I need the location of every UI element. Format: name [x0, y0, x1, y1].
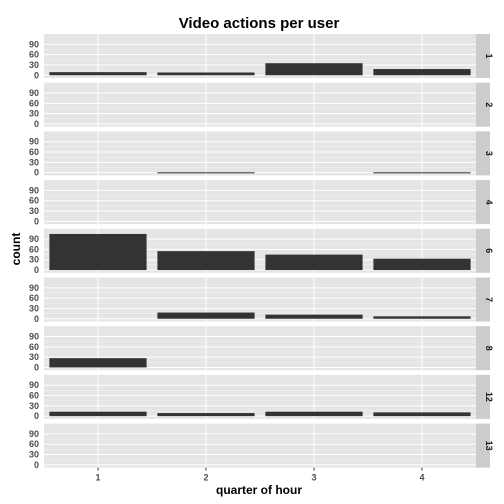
- bar: [373, 316, 471, 319]
- y-tick-label: 30: [29, 206, 39, 216]
- y-tick-label: 60: [29, 196, 39, 206]
- y-tick-label: 90: [29, 88, 39, 98]
- bar: [49, 411, 147, 417]
- y-tick-label: 0: [34, 70, 39, 80]
- bar: [49, 233, 147, 271]
- y-tick-label: 90: [29, 137, 39, 147]
- bar: [373, 69, 471, 76]
- y-tick-label: 90: [29, 429, 39, 439]
- facet-strip: [476, 326, 490, 371]
- facet-panels: 0306090103060902030609030306090403060906…: [29, 34, 494, 470]
- facet-strip: [476, 277, 490, 322]
- bar: [49, 358, 147, 368]
- y-tick-label: 0: [34, 314, 39, 324]
- x-tick-label: 1: [95, 473, 100, 483]
- x-axis-ticks: 1 2 3 4: [95, 467, 425, 483]
- facet-strip: [476, 180, 490, 225]
- y-tick-label: 30: [29, 352, 39, 362]
- y-tick-label: 60: [29, 244, 39, 254]
- facet-strip-label: 1: [484, 53, 494, 58]
- y-tick-label: 30: [29, 60, 39, 70]
- y-axis-title: count: [9, 233, 23, 266]
- facet-strip-label: 3: [484, 151, 494, 156]
- y-tick-label: 90: [29, 185, 39, 195]
- facet-strip: [476, 374, 490, 419]
- bar: [157, 251, 255, 271]
- x-tick-label: 3: [311, 473, 316, 483]
- facet-strip-label: 4: [484, 200, 494, 205]
- facet-strip-label: 6: [484, 248, 494, 253]
- panel-background: [44, 374, 476, 419]
- bar: [265, 254, 363, 271]
- facet-strip: [476, 131, 490, 176]
- facet-strip: [476, 423, 490, 468]
- facet-strip-label: 12: [484, 392, 494, 402]
- y-tick-label: 90: [29, 39, 39, 49]
- panel-background: [44, 423, 476, 468]
- bar: [49, 72, 147, 76]
- x-tick-label: 4: [419, 473, 424, 483]
- bar: [157, 413, 255, 417]
- y-tick-label: 60: [29, 50, 39, 60]
- bar: [157, 172, 255, 174]
- bar: [373, 172, 471, 174]
- facet-strip-label: 2: [484, 102, 494, 107]
- facet-strip-label: 13: [484, 441, 494, 451]
- y-tick-label: 90: [29, 380, 39, 390]
- y-tick-label: 60: [29, 293, 39, 303]
- bar: [157, 312, 255, 319]
- y-tick-label: 0: [34, 216, 39, 226]
- y-tick-label: 60: [29, 342, 39, 352]
- bar: [373, 258, 471, 271]
- y-tick-label: 30: [29, 303, 39, 313]
- panel-background: [44, 277, 476, 322]
- y-tick-label: 30: [29, 255, 39, 265]
- y-tick-label: 30: [29, 450, 39, 460]
- y-tick-label: 0: [34, 362, 39, 372]
- y-tick-label: 60: [29, 439, 39, 449]
- facet-strip-label: 7: [484, 297, 494, 302]
- bar: [265, 63, 363, 76]
- bar: [265, 314, 363, 319]
- y-tick-label: 0: [34, 460, 39, 470]
- y-tick-label: 0: [34, 411, 39, 421]
- bar: [265, 411, 363, 417]
- y-tick-label: 30: [29, 401, 39, 411]
- x-tick-label: 2: [203, 473, 208, 483]
- chart-title: Video actions per user: [179, 15, 340, 32]
- y-tick-label: 60: [29, 147, 39, 157]
- y-tick-label: 90: [29, 234, 39, 244]
- y-tick-label: 30: [29, 109, 39, 119]
- bar: [373, 412, 471, 417]
- y-tick-label: 90: [29, 283, 39, 293]
- facet-strip: [476, 34, 490, 78]
- y-tick-label: 0: [34, 168, 39, 178]
- y-tick-label: 60: [29, 98, 39, 108]
- panel-background: [44, 82, 476, 127]
- facet-strip: [476, 228, 490, 273]
- y-tick-label: 0: [34, 265, 39, 275]
- y-tick-label: 90: [29, 332, 39, 342]
- x-axis-title: quarter of hour: [216, 483, 302, 497]
- y-tick-label: 30: [29, 157, 39, 167]
- bar: [157, 72, 255, 76]
- panel-background: [44, 131, 476, 176]
- facet-strip-label: 8: [484, 346, 494, 351]
- y-tick-label: 60: [29, 391, 39, 401]
- y-tick-label: 0: [34, 119, 39, 129]
- panel-background: [44, 180, 476, 225]
- facet-strip: [476, 82, 490, 127]
